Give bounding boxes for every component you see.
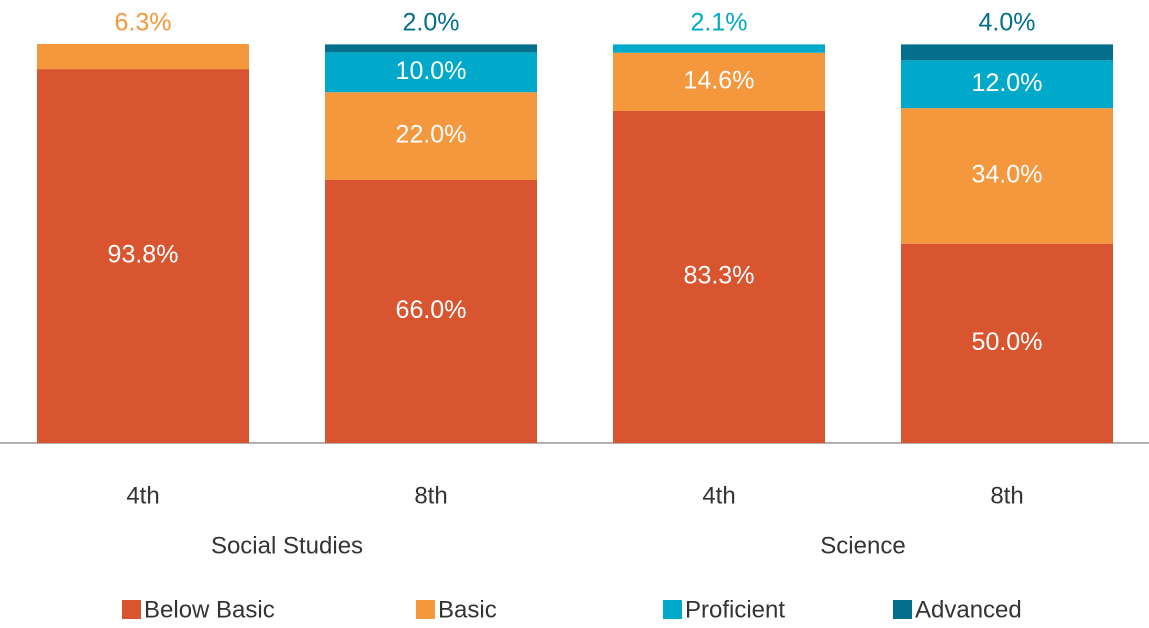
data-label: 50.0%: [972, 328, 1043, 356]
legend-swatch: [416, 600, 435, 619]
bar-segment: [325, 92, 537, 180]
bar-segment: [37, 69, 249, 444]
bar-segment: [901, 108, 1113, 244]
data-label: 12.0%: [972, 69, 1043, 97]
data-label: 2.0%: [403, 9, 460, 37]
data-label: 14.6%: [684, 66, 755, 94]
bar-segment: [901, 44, 1113, 61]
x-tick-label: 8th: [414, 482, 447, 509]
x-tick-label: 4th: [702, 482, 735, 509]
data-label: 2.1%: [691, 9, 748, 37]
data-label: 93.8%: [108, 241, 179, 269]
data-label: 10.0%: [396, 57, 467, 85]
data-label: 34.0%: [972, 161, 1043, 189]
data-label: 4.0%: [979, 9, 1036, 37]
bar-segment: [901, 60, 1113, 109]
group-label: Science: [820, 532, 905, 559]
legend-label: Advanced: [915, 596, 1022, 623]
legend-swatch: [663, 600, 682, 619]
legend-label: Proficient: [685, 596, 785, 623]
legend-swatch: [893, 600, 912, 619]
data-label: 66.0%: [396, 296, 467, 324]
x-tick-label: 8th: [990, 482, 1023, 509]
bar-segment: [901, 243, 1113, 443]
bar-segment: [613, 110, 825, 444]
bar-segment: [325, 52, 537, 93]
group-label: Social Studies: [211, 532, 363, 559]
bar-segment: [325, 179, 537, 443]
legend-label: Basic: [438, 596, 497, 623]
legend-swatch: [122, 600, 141, 619]
data-label: 6.3%: [115, 9, 172, 37]
x-tick-label: 4th: [126, 482, 159, 509]
legend-label: Below Basic: [144, 596, 275, 623]
bar-segment: [613, 52, 825, 111]
data-label: 83.3%: [684, 262, 755, 290]
data-label: 22.0%: [396, 121, 467, 149]
bar-segment: [325, 44, 537, 53]
bar-segment: [613, 44, 825, 53]
bar-segment: [37, 44, 249, 70]
